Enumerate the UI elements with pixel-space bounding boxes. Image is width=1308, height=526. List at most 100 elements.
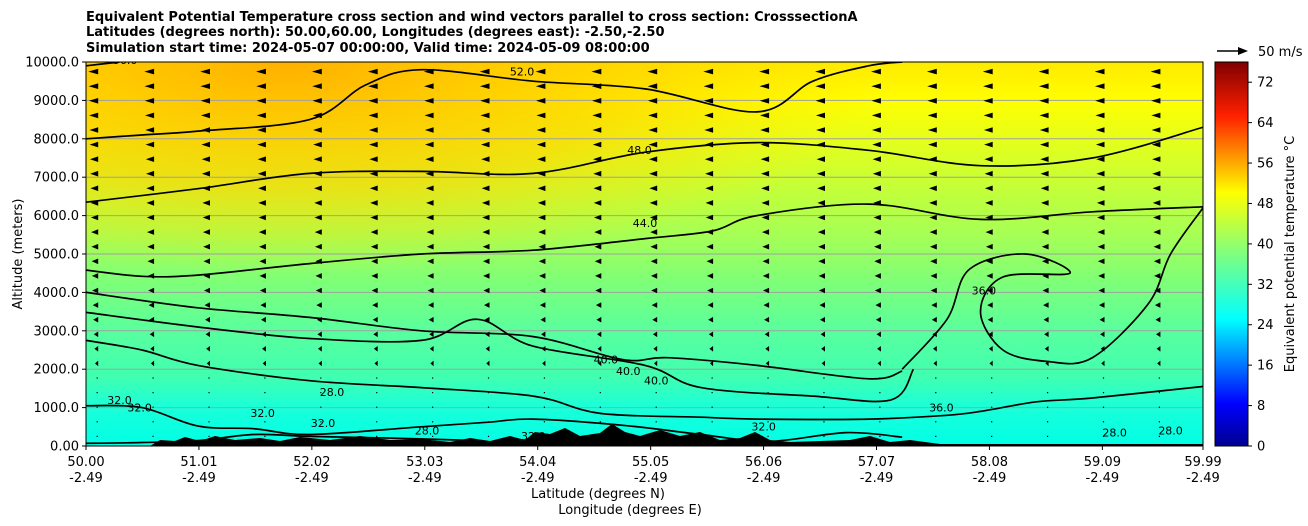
- wind-vector: [989, 360, 993, 367]
- wind-vector: [649, 200, 658, 206]
- wind-vector: [760, 141, 770, 148]
- wind-vector: [598, 360, 602, 367]
- wind-vector: [1156, 346, 1161, 352]
- wind-vector: [876, 331, 881, 338]
- wind-vector-dot: [879, 392, 881, 394]
- contour-label: 32.0: [127, 401, 152, 414]
- wind-vector: [926, 68, 937, 75]
- wind-vector: [93, 331, 99, 338]
- wind-vector: [874, 287, 881, 294]
- wind-vector: [706, 229, 714, 235]
- wind-vector: [480, 112, 490, 119]
- wind-vector: [875, 316, 881, 323]
- wind-vector-dot: [991, 392, 993, 394]
- wind-vector: [650, 258, 658, 265]
- contour-label: 28.0: [1102, 426, 1127, 439]
- wind-vector-dot: [879, 377, 881, 379]
- wind-vector: [1153, 229, 1161, 235]
- wind-vector: [535, 83, 546, 89]
- wind-vector-dot: [432, 406, 434, 408]
- wind-vector: [485, 331, 490, 338]
- wind-vector: [368, 112, 378, 119]
- wind-vector: [709, 360, 714, 367]
- wind-vector: [372, 302, 378, 308]
- wind-vector: [931, 302, 937, 308]
- wind-vector: [986, 258, 993, 265]
- wind-vector: [929, 214, 937, 221]
- wind-vector: [425, 156, 434, 162]
- wind-vector-dot: [543, 421, 546, 423]
- wind-vector: [259, 243, 266, 250]
- y-tick-label: 0.00: [50, 440, 79, 455]
- wind-vector: [94, 346, 99, 352]
- wind-vector: [1042, 258, 1049, 265]
- wind-vector: [648, 112, 658, 119]
- wind-vector: [369, 141, 378, 148]
- wind-vector: [538, 214, 546, 221]
- colorbar-tick-label: 24: [1257, 318, 1274, 333]
- wind-vector: [873, 214, 881, 221]
- wind-vector: [594, 243, 602, 250]
- wind-vector: [648, 156, 658, 162]
- wind-vector: [425, 170, 434, 177]
- wind-vector-dot: [96, 421, 98, 423]
- wind-vector: [1040, 156, 1049, 162]
- wind-vector: [315, 243, 322, 250]
- wind-vector: [984, 141, 993, 148]
- wind-vector: [201, 141, 210, 148]
- wind-vector: [91, 243, 99, 250]
- wind-vector: [149, 331, 155, 338]
- wind-vector: [259, 273, 266, 279]
- wind-vector: [90, 214, 99, 221]
- wind-vector-dot: [823, 421, 825, 423]
- title-line-2: Latitudes (degrees north): 50.00,60.00, …: [86, 25, 665, 40]
- wind-vector-dot: [935, 435, 937, 437]
- wind-vector: [200, 68, 210, 75]
- wind-vector: [318, 360, 322, 367]
- wind-vector-dot: [655, 421, 657, 423]
- wind-vector-dot: [599, 392, 601, 394]
- x-tick-label-lat: 57.07: [858, 455, 895, 470]
- wind-vector: [481, 141, 490, 148]
- wind-vector: [202, 200, 210, 206]
- wind-vector-dot: [432, 377, 434, 379]
- wind-vector: [874, 273, 881, 279]
- wind-vector-dot: [991, 406, 993, 408]
- wind-vector: [873, 185, 881, 192]
- y-tick-label: 6000.0: [34, 209, 80, 224]
- wind-vector: [201, 156, 210, 162]
- colorbar-tick-label: 56: [1257, 157, 1274, 172]
- wind-vector: [592, 112, 602, 119]
- wind-vector: [1096, 185, 1105, 192]
- wind-vector-dot: [767, 392, 769, 394]
- wind-vector: [1151, 98, 1161, 104]
- wind-vector: [595, 287, 602, 294]
- wind-vector: [1097, 258, 1105, 265]
- wind-vector: [763, 302, 770, 308]
- wind-vector: [258, 214, 266, 221]
- wind-vector: [873, 229, 881, 235]
- wind-vector-dot: [991, 421, 993, 423]
- wind-vector: [88, 83, 99, 89]
- wind-vector: [424, 127, 434, 133]
- wind-vector: [707, 287, 714, 294]
- wind-vector: [651, 287, 658, 294]
- wind-vector: [204, 287, 210, 294]
- wind-vector: [483, 273, 490, 279]
- wind-vector: [763, 287, 770, 294]
- wind-vector-dot: [320, 435, 322, 437]
- wind-vector-dot: [264, 421, 266, 423]
- wind-vector: [1097, 214, 1105, 221]
- wind-vector: [370, 243, 378, 250]
- wind-vector: [593, 185, 602, 192]
- wind-vector: [92, 302, 99, 308]
- wind-vector: [314, 185, 322, 192]
- wind-vector: [1152, 185, 1161, 192]
- wind-vector: [483, 258, 490, 265]
- wind-vector: [703, 83, 714, 89]
- wind-vector-dot: [655, 377, 657, 379]
- wind-vector: [370, 214, 378, 221]
- wind-vector: [762, 229, 770, 235]
- wind-vector: [762, 243, 770, 250]
- wind-vector: [482, 229, 490, 235]
